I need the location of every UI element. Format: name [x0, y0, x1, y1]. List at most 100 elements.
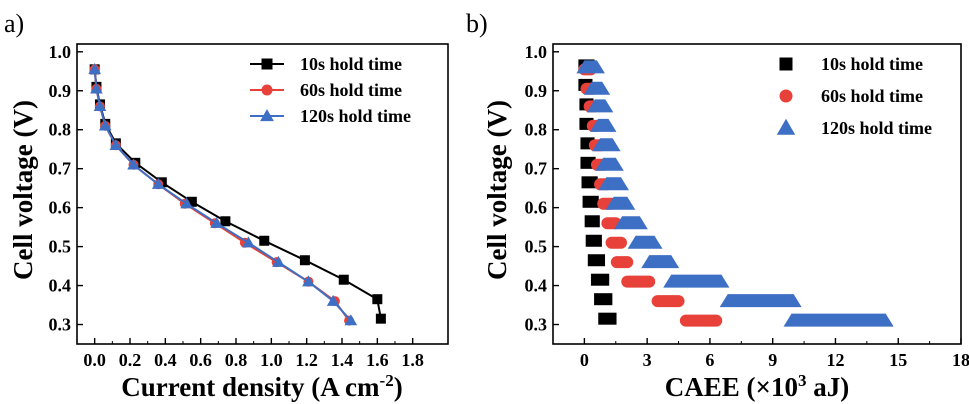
legend-item: 60s hold time [250, 80, 402, 100]
energy-bar [663, 274, 730, 288]
energy-bar [598, 312, 617, 325]
y-tick-label: 0.9 [525, 81, 548, 101]
series-10s-hold-time [578, 59, 617, 325]
data-point [109, 138, 123, 150]
data-point [93, 100, 107, 112]
legend-label: 10s hold time [821, 54, 923, 74]
series-120s-hold-time [576, 60, 894, 327]
energy-bar [594, 293, 613, 306]
data-point [344, 314, 358, 326]
y-tick-label: 0.4 [49, 276, 72, 296]
data-point [88, 62, 101, 74]
energy-bar [679, 314, 723, 327]
x-tick-label: 6 [705, 350, 714, 370]
data-point [372, 294, 383, 305]
data-point [259, 235, 270, 246]
x-tick-label: 12 [826, 350, 844, 370]
panel-a-x-axis: 0.0 0.2 0.4 0.6 0.8 1.0 1.2 1.4 1.6 1.8 [83, 338, 424, 370]
energy-bar [605, 196, 636, 210]
energy-bar [581, 176, 598, 189]
x-tick-label: 1.8 [401, 350, 424, 370]
panel-b-plot-frame [552, 43, 962, 345]
data-point [90, 82, 103, 94]
legend-marker [779, 89, 793, 103]
legend-item: 120s hold time [776, 118, 932, 138]
energy-bar [641, 255, 680, 269]
legend-item: 60s hold time [779, 86, 923, 106]
energy-bar [627, 235, 663, 249]
x-tick-label: 1.6 [366, 350, 389, 370]
energy-bar [587, 254, 606, 267]
energy-bar [783, 313, 894, 327]
data-point [242, 236, 255, 248]
y-tick-label: 1.0 [525, 42, 548, 62]
panel-a-x-axis-title: Current density (A cm-2) [121, 371, 402, 402]
legend-item: 10s hold time [779, 54, 923, 74]
legend-label: 60s hold time [300, 80, 402, 100]
panel-b-x-axis: 0 3 6 9 12 15 18 [580, 338, 969, 370]
data-point [127, 158, 140, 170]
panel-b-x-axis-title: CAEE (×103 aJ) [665, 371, 849, 402]
x-tick-label: 1.0 [260, 350, 283, 370]
x-tick-label: 0.2 [119, 350, 142, 370]
panel-b-legend: 10s hold time 60s hold time 120s hold time [776, 54, 932, 138]
x-tick-label: 1.4 [331, 350, 354, 370]
x-tick-label: 9 [768, 350, 777, 370]
energy-bar [576, 60, 605, 74]
legend-label: 120s hold time [300, 106, 411, 126]
energy-bar [584, 215, 600, 228]
panel-b-x-axis-title-main: CAEE (×10 [665, 372, 798, 402]
x-tick-label: 0.6 [189, 350, 212, 370]
energy-bar [621, 275, 656, 288]
legend-label: 10s hold time [300, 54, 402, 74]
legend-label: 120s hold time [821, 118, 932, 138]
energy-bar [595, 157, 624, 171]
data-point [186, 196, 197, 207]
panel-b-x-axis-title-sup: 3 [798, 371, 807, 390]
energy-bar [598, 177, 629, 191]
y-tick-label: 0.4 [525, 276, 548, 296]
legend-marker [261, 84, 273, 96]
legend-item: 120s hold time [250, 106, 411, 126]
panel-b-label: b) [466, 9, 488, 38]
x-tick-label: 15 [889, 350, 907, 370]
y-tick-label: 0.8 [49, 120, 72, 140]
energy-bar [592, 138, 621, 152]
legend-marker [261, 58, 273, 70]
y-tick-label: 0.6 [525, 198, 548, 218]
data-point [151, 177, 165, 189]
legend-label: 60s hold time [821, 86, 923, 106]
panel-b-series [576, 59, 894, 327]
x-tick-label: 1.2 [295, 350, 318, 370]
panel-b: b) 0.3 0.4 0.5 0.6 0.7 0.8 0.9 1.0 0 3 6 9 12 15 18 C… [466, 9, 969, 402]
panel-a-series [88, 62, 386, 326]
y-tick-label: 0.5 [49, 237, 72, 257]
panel-a-legend: 10s hold time 60s hold time 120s hold time [250, 54, 411, 126]
legend-item: 10s hold time [250, 54, 402, 74]
energy-bar [585, 234, 602, 247]
legend-marker [779, 57, 793, 71]
panel-b-x-axis-title-end: aJ) [806, 372, 849, 402]
panel-b-y-axis-title: Cell voltage (V) [482, 100, 512, 280]
y-tick-label: 0.7 [49, 159, 72, 179]
x-tick-label: 0 [580, 350, 589, 370]
energy-bar [590, 273, 610, 286]
panel-a: a) 0.3 0.4 0.5 0.6 0.7 0.8 0.9 1.0 0.0 0.2 0.4 0.6… [4, 9, 449, 402]
series-10s-hold-time [89, 64, 386, 324]
legend-marker [260, 109, 274, 122]
y-tick-label: 1.0 [49, 42, 72, 62]
y-tick-label: 0.8 [525, 120, 548, 140]
y-tick-label: 0.5 [525, 237, 548, 257]
data-point [326, 294, 340, 306]
series-120s-hold-time [88, 62, 358, 326]
x-tick-label: 3 [643, 350, 652, 370]
panel-a-label: a) [4, 9, 24, 38]
panel-a-y-axis-title: Cell voltage (V) [8, 100, 38, 280]
x-tick-label: 0.4 [154, 350, 177, 370]
data-point [375, 313, 386, 324]
energy-bar [605, 236, 627, 249]
legend-marker [776, 118, 796, 135]
energy-bar [651, 295, 685, 308]
x-tick-label: 18 [952, 350, 969, 370]
